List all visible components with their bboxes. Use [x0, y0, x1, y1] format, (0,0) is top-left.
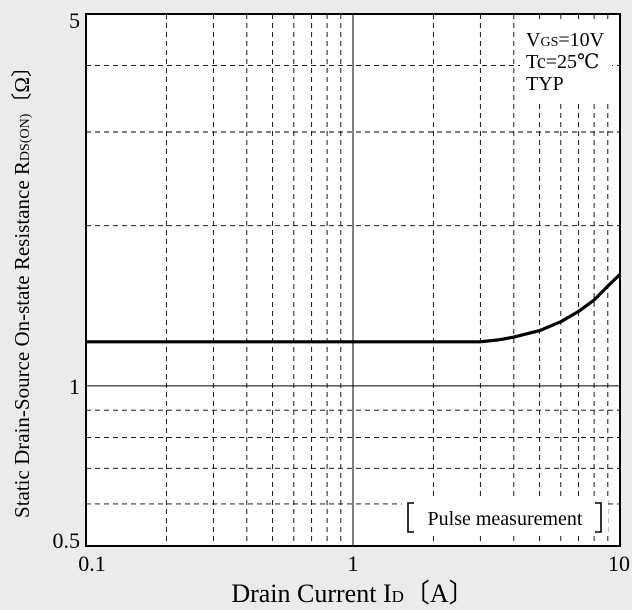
x-tick-label: 0.1: [78, 551, 106, 576]
x-axis-label-unit: 〔A〕: [404, 579, 475, 608]
condition-typ: TYP: [526, 73, 564, 95]
y-axis-label-sub: DS(ON): [18, 113, 33, 161]
conditions-backdrop: [520, 20, 612, 102]
x-tick-labels: 0.1 1 10: [78, 551, 630, 576]
pulse-note-backdrop: [402, 500, 608, 536]
y-axis-label: Static Drain-Source On-state Resistance …: [10, 56, 34, 518]
x-tick-label: 1: [348, 551, 359, 576]
x-axis-label: Drain Current ID〔A〕: [231, 579, 474, 608]
y-tick-label: 5: [69, 8, 80, 33]
y-axis-label-unit: 〔Ω〕: [10, 56, 34, 114]
pulse-note: Pulse measurement: [402, 500, 608, 536]
condition-vgs: VGS=10V: [526, 29, 605, 51]
pulse-note-left-bracket: [407, 502, 414, 533]
x-axis-label-sub: D: [392, 587, 404, 606]
x-axis-label-main: Drain Current I: [231, 579, 391, 608]
y-tick-label: 0.5: [53, 528, 81, 553]
pulse-note-text: Pulse measurement: [428, 508, 583, 530]
rds-on-curve: [86, 273, 622, 344]
conditions-box: VGS=10V Tc=25℃ TYP: [520, 20, 612, 102]
pulse-note-right-bracket: [595, 502, 602, 533]
y-tick-label: 1: [69, 374, 80, 399]
y-tick-labels: 0.5 1 5: [53, 8, 81, 553]
y-axis-label-main: Static Drain-Source On-state Resistance …: [10, 161, 34, 518]
series-layer: [86, 273, 622, 344]
x-tick-label: 10: [608, 551, 630, 576]
plot-frame: [85, 13, 621, 547]
condition-tc: Tc=25℃: [526, 51, 599, 73]
